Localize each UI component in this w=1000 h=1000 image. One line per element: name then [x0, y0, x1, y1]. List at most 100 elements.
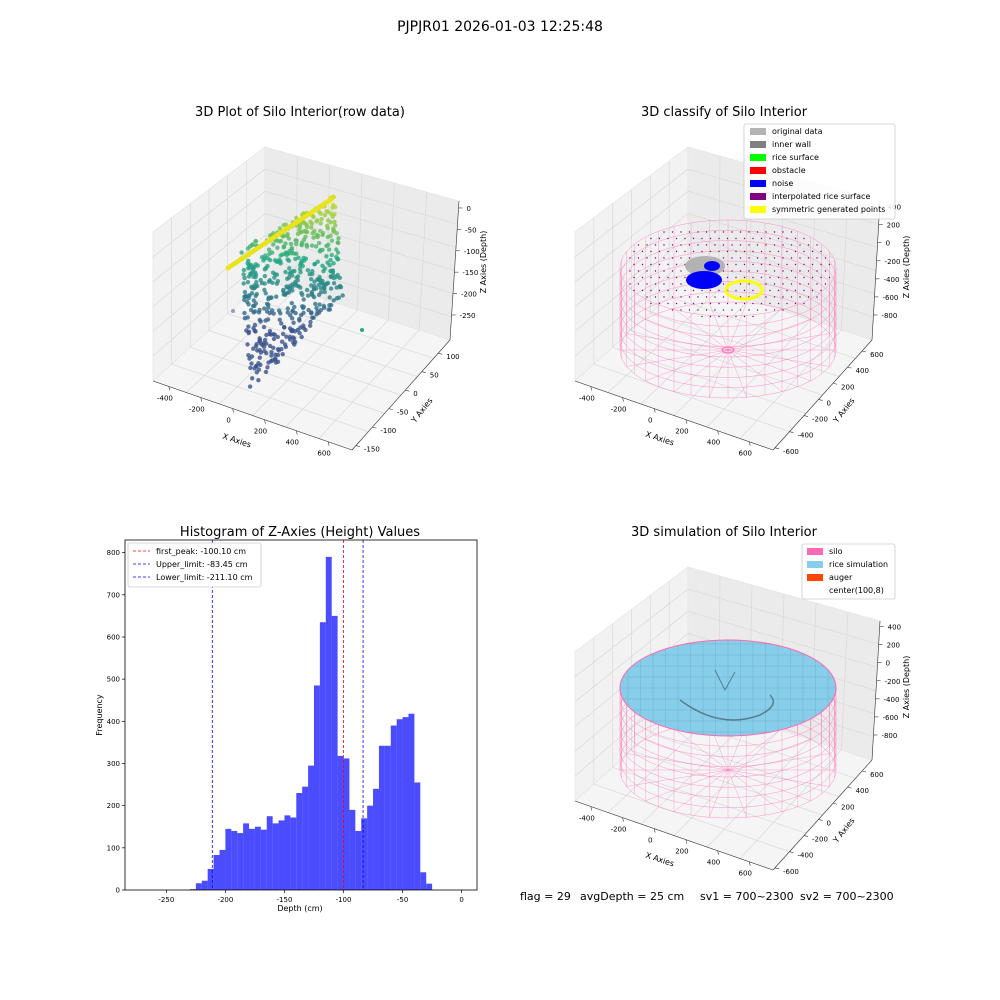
interpolated-point	[688, 296, 691, 298]
scatter-point	[324, 243, 329, 249]
scatter-point	[319, 216, 324, 222]
interpolated-point	[671, 309, 674, 311]
interpolated-point	[629, 270, 631, 272]
silo-floor-spoke	[727, 769, 747, 818]
scatter-point	[294, 238, 299, 243]
scatter-point	[298, 230, 303, 235]
interpolated-point	[658, 302, 661, 305]
interpolated-point	[799, 257, 801, 259]
hist-y-tick-label: 500	[107, 676, 120, 684]
y-tick-label: -600	[783, 448, 799, 456]
x-axis-line	[574, 380, 774, 451]
interpolated-point	[765, 244, 767, 246]
hist-bar	[231, 830, 238, 890]
scatter-point	[277, 226, 283, 231]
hist-bar	[420, 872, 427, 890]
scatter-point	[246, 258, 251, 263]
scatter-point	[304, 222, 309, 228]
x-tick-mark	[717, 850, 719, 855]
z-tick-label: -150	[462, 269, 478, 277]
interpolated-point	[790, 296, 793, 298]
silo-floor-spoke	[645, 318, 729, 351]
scatter-point	[273, 360, 279, 365]
interpolated-point	[722, 270, 725, 272]
interpolated-point	[735, 263, 737, 266]
scatter-point	[294, 251, 299, 256]
interpolated-point	[671, 257, 674, 259]
grid-line	[574, 168, 689, 258]
scatter-point	[309, 225, 314, 230]
scatter-point	[258, 319, 263, 324]
scatter-point	[246, 324, 251, 329]
scatter-point	[275, 334, 280, 340]
scatter-point	[239, 250, 244, 255]
x-tick-label: 200	[675, 848, 688, 856]
panel1-ylabel: Y Axies	[409, 396, 435, 425]
scatter-point	[300, 263, 305, 269]
y-tick-label: 200	[841, 803, 854, 811]
interpolated-point	[739, 309, 742, 311]
hist-y-tick-label: 600	[107, 633, 120, 641]
y-tick-mark	[818, 819, 823, 821]
interpolated-point	[743, 263, 746, 266]
y-tick-mark	[774, 447, 780, 450]
interpolated-point	[650, 302, 652, 305]
hist-bar	[308, 765, 314, 890]
x-tick-label: 600	[739, 450, 752, 458]
scatter-point	[304, 244, 310, 249]
hist-bar	[260, 829, 267, 890]
interpolated-point	[671, 296, 674, 298]
scatter-point	[331, 229, 336, 234]
scatter-point	[340, 293, 345, 298]
y-tick-mark	[847, 366, 852, 369]
scatter-point	[333, 223, 338, 228]
interpolated-point	[637, 283, 640, 285]
scatter-point	[245, 315, 250, 320]
panel4-xlabel: X Axies	[644, 851, 675, 869]
scatter-point	[329, 252, 334, 258]
panel-raw-data-3d: 3D Plot of Silo Interior(row data) -400-…	[152, 105, 488, 458]
interpolated-point	[803, 263, 805, 266]
interpolated-point	[641, 276, 644, 279]
interpolated-point	[807, 296, 810, 298]
interpolated-point	[782, 296, 784, 298]
z-tick-label: 0	[467, 205, 471, 213]
interpolated-point	[646, 296, 648, 298]
y-tick-mark	[789, 431, 794, 433]
scatter-point	[302, 258, 307, 263]
panel1-xlabel: X Axies	[221, 432, 252, 450]
interpolated-point	[667, 289, 669, 292]
scatter-point	[270, 280, 275, 285]
interpolated-point	[828, 263, 831, 266]
interpolated-point	[726, 250, 729, 253]
interpolated-point	[667, 276, 669, 279]
y-tick-label: 0	[827, 819, 831, 827]
scatter-point	[285, 257, 290, 262]
x-tick-label: 400	[286, 439, 299, 447]
scatter-point	[289, 300, 294, 306]
interpolated-point	[735, 302, 737, 305]
interpolated-point	[782, 270, 784, 272]
interpolated-point	[794, 302, 797, 305]
interpolated-point	[658, 276, 661, 279]
y-tick-label: 100	[446, 353, 459, 361]
interpolated-point	[794, 263, 797, 266]
scatter-point	[299, 290, 304, 296]
panel2-classified-points	[629, 231, 831, 354]
x-tick-mark	[622, 397, 624, 402]
interpolated-point	[705, 309, 708, 311]
legend-swatch	[807, 548, 823, 555]
x-tick-mark	[622, 817, 624, 822]
interpolated-point	[705, 296, 708, 298]
legend-label: noise	[772, 179, 793, 188]
scatter-point	[311, 315, 316, 320]
scatter-point	[285, 310, 290, 315]
interpolated-point	[790, 231, 793, 233]
interpolated-point	[658, 289, 661, 292]
hist-bar	[361, 818, 368, 890]
interpolated-point	[671, 270, 674, 272]
scatter-point	[328, 196, 334, 202]
scatter-point	[271, 242, 276, 247]
scatter-point	[280, 331, 286, 337]
